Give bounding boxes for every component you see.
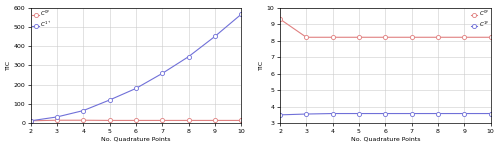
$C^{1^p}$ (304, 113, 310, 115)
$C^{0^p}$ (133, 120, 139, 121)
$C^{1^+}$ (28, 120, 34, 122)
$C^{1^p}$ (488, 113, 494, 114)
Line: $C^{0^p}$: $C^{0^p}$ (28, 118, 244, 123)
$C^{0^p}$ (408, 36, 414, 38)
$C^{1^+}$ (186, 56, 192, 57)
Legend: $C^{0^p}$, $C^{1^+}$: $C^{0^p}$, $C^{1^+}$ (32, 9, 52, 31)
$C^{1^p}$ (382, 113, 388, 114)
Y-axis label: TIC: TIC (259, 60, 264, 70)
$C^{0^p}$ (238, 120, 244, 121)
$C^{0^p}$ (488, 36, 494, 38)
$C^{1^+}$ (238, 13, 244, 15)
$C^{1^+}$ (80, 110, 86, 111)
$C^{0^p}$ (54, 119, 60, 121)
$C^{0^p}$ (382, 36, 388, 38)
$C^{1^p}$ (277, 114, 283, 116)
$C^{0^p}$ (435, 36, 441, 38)
$C^{0^p}$ (356, 36, 362, 38)
X-axis label: No. Quadrature Points: No. Quadrature Points (101, 136, 170, 141)
$C^{1^p}$ (408, 113, 414, 114)
$C^{1^+}$ (106, 99, 112, 101)
$C^{1^p}$ (462, 113, 468, 114)
$C^{1^+}$ (159, 72, 165, 74)
X-axis label: No. Quadrature Points: No. Quadrature Points (350, 136, 420, 141)
$C^{0^p}$ (277, 18, 283, 20)
$C^{1^p}$ (435, 113, 441, 114)
$C^{0^p}$ (304, 36, 310, 38)
$C^{0^p}$ (159, 120, 165, 121)
Line: $C^{0^p}$: $C^{0^p}$ (278, 17, 492, 39)
$C^{1^+}$ (212, 36, 218, 37)
$C^{0^p}$ (330, 36, 336, 38)
$C^{0^p}$ (186, 120, 192, 121)
$C^{0^p}$ (80, 119, 86, 121)
Line: $C^{1^+}$: $C^{1^+}$ (28, 12, 244, 123)
$C^{1^p}$ (356, 113, 362, 114)
Y-axis label: TIC: TIC (6, 60, 10, 70)
$C^{0^p}$ (462, 36, 468, 38)
$C^{1^p}$ (330, 113, 336, 114)
$C^{1^+}$ (133, 88, 139, 89)
$C^{0^p}$ (106, 120, 112, 121)
Line: $C^{1^p}$: $C^{1^p}$ (278, 111, 492, 117)
Legend: $C^{0^p}$, $C^{1^p}$: $C^{0^p}$, $C^{1^p}$ (470, 9, 490, 31)
$C^{1^+}$ (54, 116, 60, 118)
$C^{0^p}$ (212, 120, 218, 121)
$C^{0^p}$ (28, 120, 34, 122)
